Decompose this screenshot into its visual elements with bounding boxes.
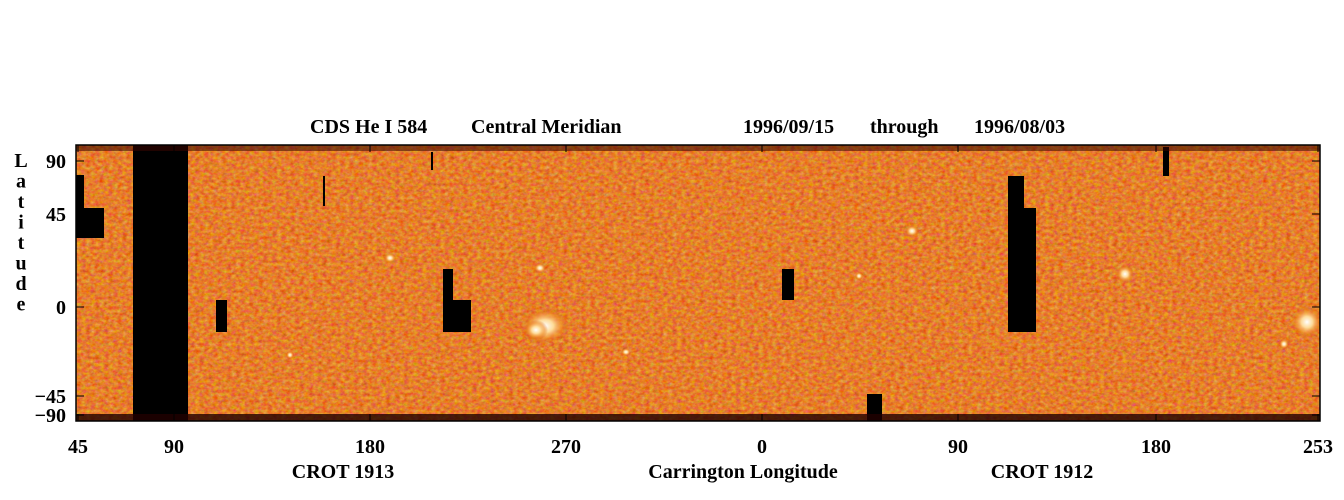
x-tick-label: 253 [1303,436,1333,458]
x-tick-label: 90 [164,436,184,458]
x-tick-label: 180 [1141,436,1171,458]
y-axis-label-letter: u [15,253,26,275]
y-tick-label: −45 [35,386,66,408]
title-connector: through [870,116,939,138]
bright-region [384,253,396,263]
bright-region [1291,306,1320,338]
y-axis: 90 45 0 −45−90 [35,151,1320,427]
y-axis-label-letter: i [18,212,24,234]
bright-region [1116,265,1134,283]
title-instrument: CDS He I 584 [310,116,427,138]
y-axis-label-letter: L [14,150,27,172]
y-tick-label: 0 [56,297,66,319]
data-gap [76,208,104,238]
x-tick-label: 270 [551,436,581,458]
y-tick-label: 90 [46,151,66,173]
x-tick-label: 180 [355,436,385,458]
data-gaps [76,145,1169,421]
x-tick-label: 45 [68,436,88,458]
heatmap-texture [76,145,1320,421]
title-start-date: 1996/09/15 [743,116,834,138]
x-tick-label: 90 [948,436,968,458]
rotation-label-1912: CROT 1912 [991,461,1093,483]
x-axis: 45 90 180 270 0 90 180 253 [68,145,1333,458]
data-gap [216,300,227,332]
heatmap-image [76,145,1320,421]
bright-region [905,225,919,237]
y-axis-label-letter: d [15,273,26,295]
bright-region [621,348,631,356]
data-gap [1008,176,1024,332]
bright-region [1279,339,1289,349]
data-gap [782,269,794,300]
data-gap [1024,208,1036,332]
title-projection: Central Meridian [471,116,622,138]
data-gap [443,269,453,332]
data-gap [453,300,471,332]
y-axis-label-letter: t [18,232,25,254]
x-tick-label: 0 [757,436,767,458]
y-tick-label: −90 [35,405,66,427]
data-gap [76,175,84,208]
data-gap [133,145,188,421]
bright-region [855,272,863,280]
x-axis-label: Carrington Longitude [648,461,838,483]
y-axis-label-letter: a [16,171,26,193]
polar-dark-band-north [76,145,1320,151]
title-end-date: 1996/08/03 [974,116,1065,138]
plot-frame [75,144,1321,422]
bright-region [524,320,548,340]
polar-dark-band-south [76,414,1320,421]
rotation-label-1913: CROT 1913 [292,461,394,483]
y-axis-label-letter: e [17,294,26,316]
bright-region [534,263,546,273]
data-gap [1163,147,1169,176]
data-gap [323,176,325,206]
y-axis-label-letter: t [18,191,25,213]
bright-region [286,351,294,359]
data-gap [431,152,433,170]
bright-regions [286,225,1320,359]
y-tick-label: 45 [46,204,66,226]
